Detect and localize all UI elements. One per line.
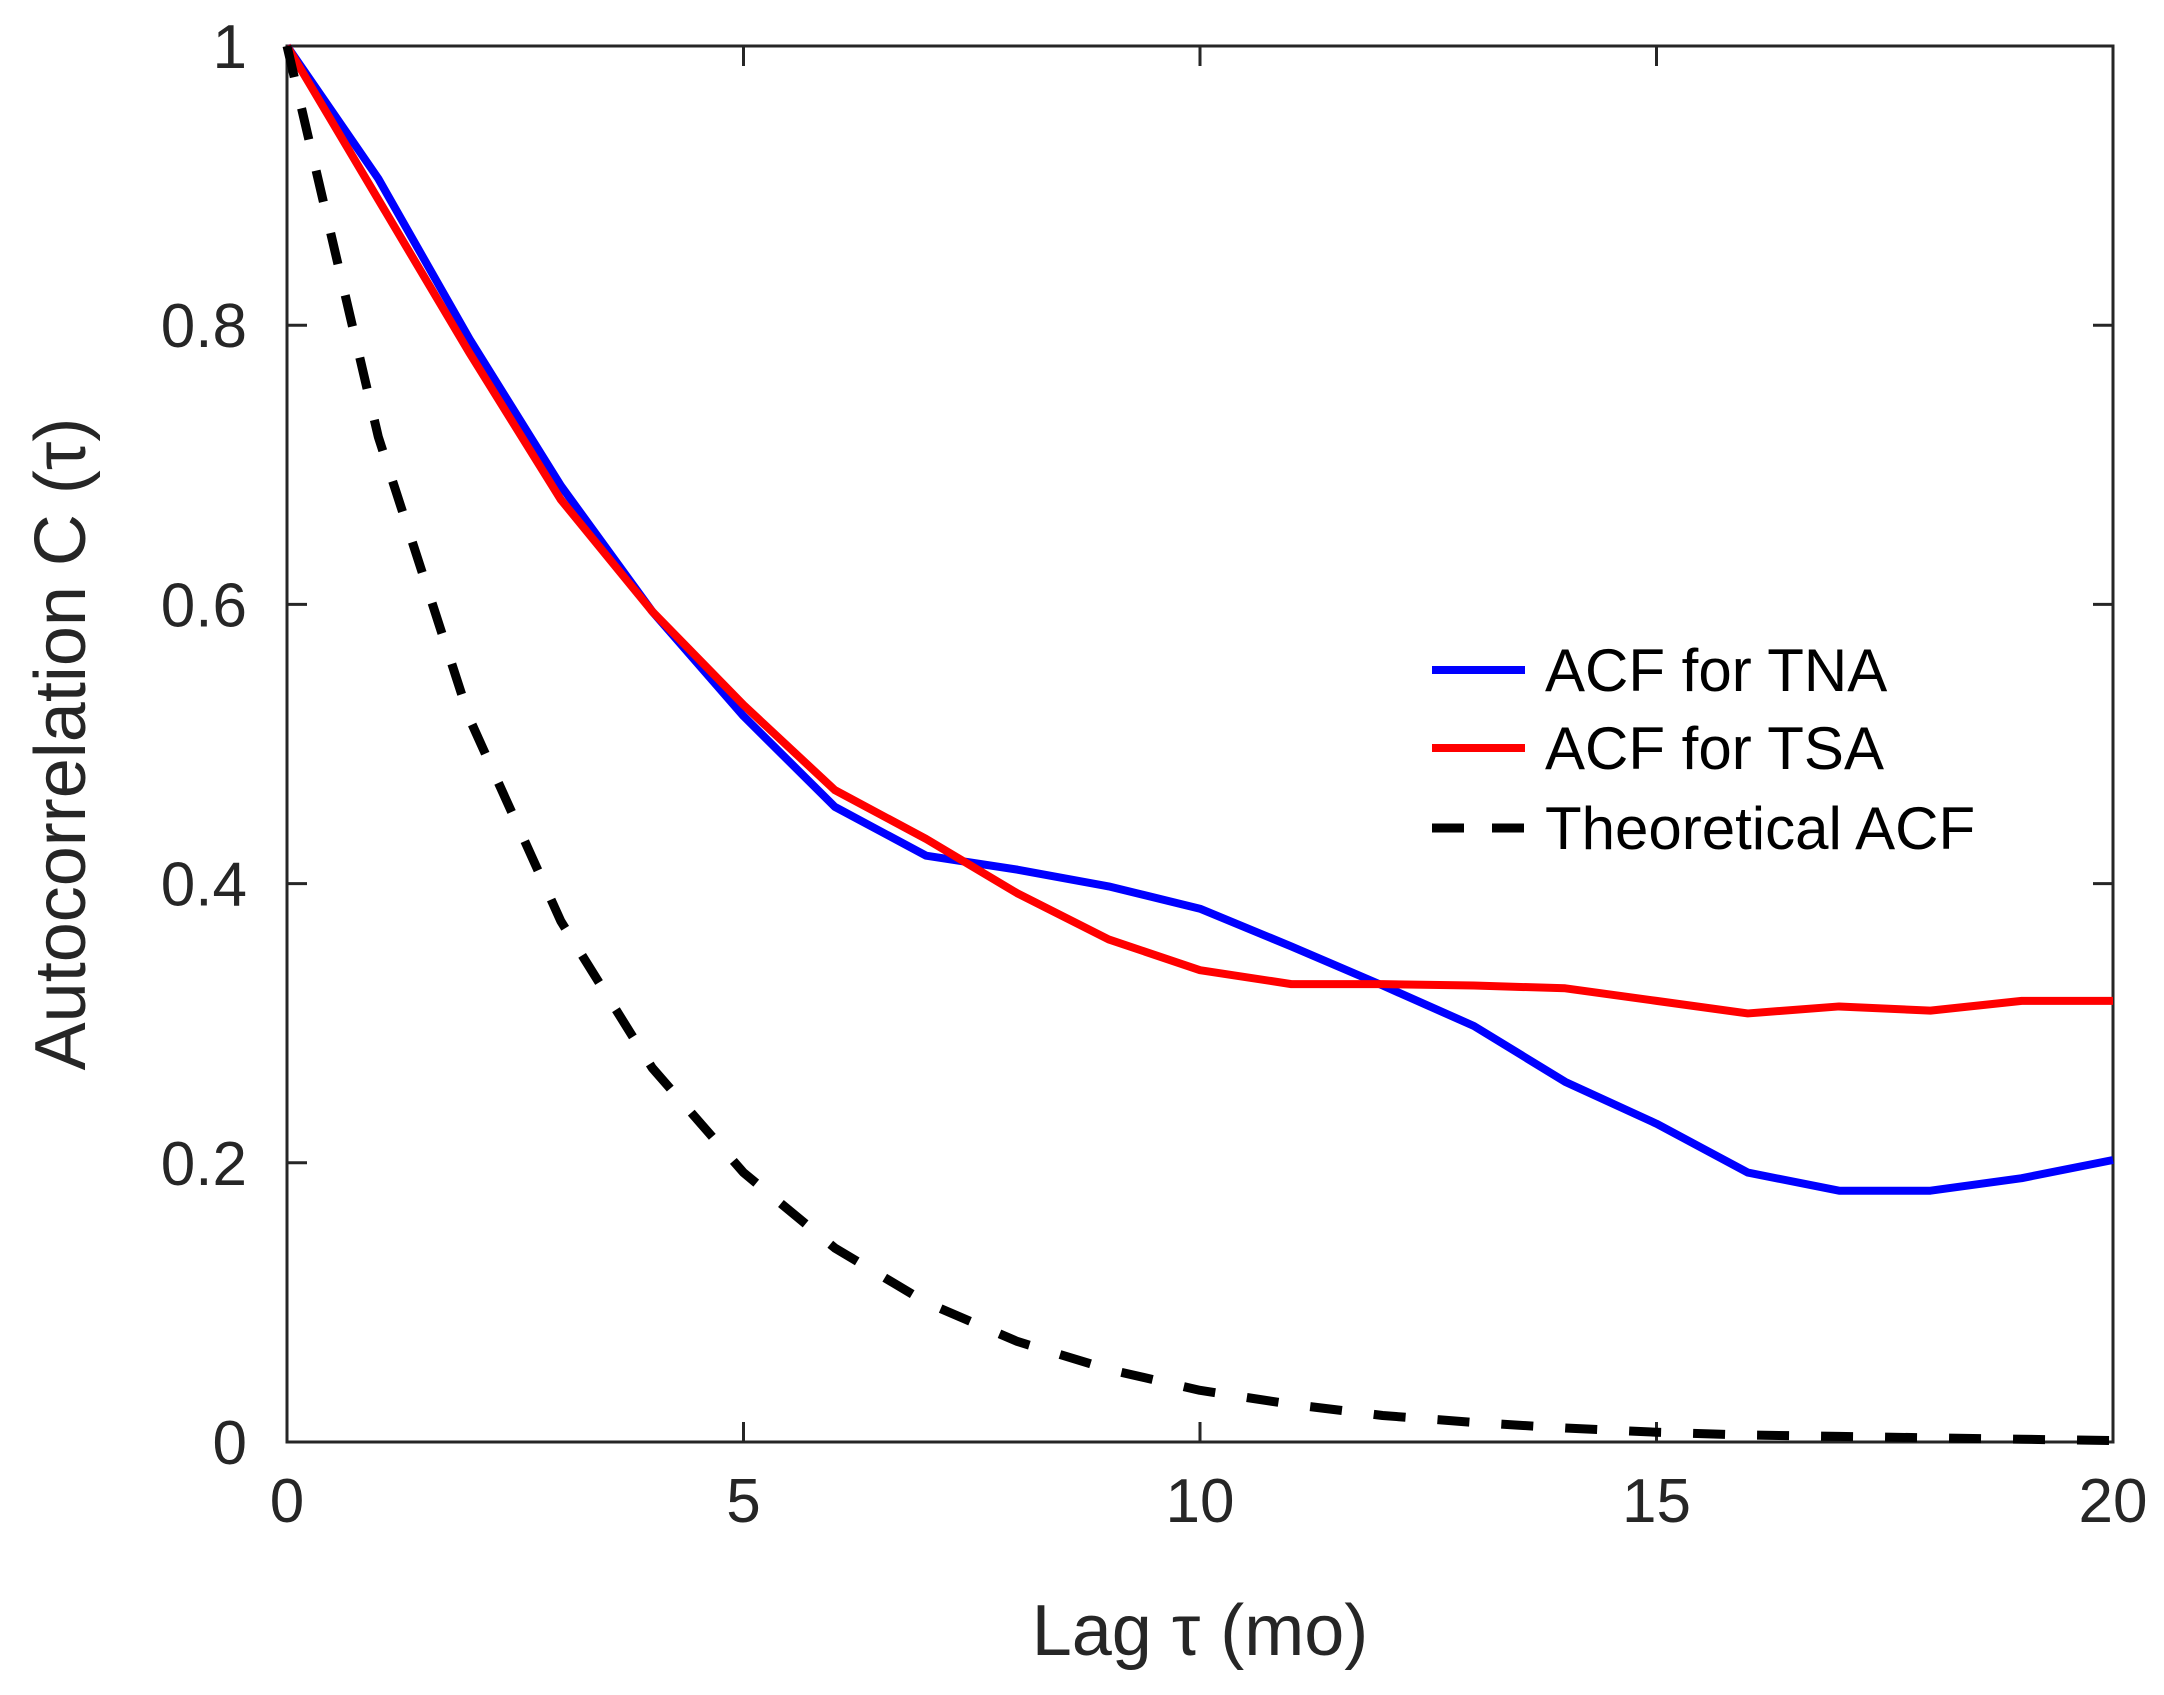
x-tick-label: 0 bbox=[270, 1467, 304, 1536]
legend-item-tna: ACF for TNA bbox=[1432, 637, 1887, 704]
y-tick-label: 0.2 bbox=[161, 1130, 247, 1199]
theoretical-acf-line bbox=[282, 44, 2114, 1446]
y-tick-label: 0.6 bbox=[161, 571, 247, 640]
y-tick-label: 0.4 bbox=[161, 851, 247, 920]
x-tick-label: 10 bbox=[1166, 1467, 1235, 1536]
y-axis-label: Autocorrelation C (τ) bbox=[21, 418, 101, 1071]
y-tick-labels: 0 0.2 0.4 0.6 0.8 1 bbox=[161, 13, 247, 1478]
y-tick-label: 0 bbox=[213, 1409, 247, 1478]
tna-acf-line bbox=[283, 43, 2114, 1195]
x-tick-label: 20 bbox=[2079, 1467, 2148, 1536]
tsa-acf-line bbox=[283, 43, 2113, 1018]
x-tick-label: 5 bbox=[726, 1467, 760, 1536]
y-tick-label: 1 bbox=[213, 13, 247, 82]
legend-item-tsa: ACF for TSA bbox=[1432, 715, 1884, 782]
x-axis-label: Lag τ (mo) bbox=[1032, 1591, 1369, 1671]
legend: ACF for TNA ACF for TSA Theoretical ACF bbox=[1432, 637, 1975, 862]
legend-label: ACF for TSA bbox=[1545, 715, 1884, 782]
x-tick-labels: 0 5 10 15 20 bbox=[270, 1467, 2148, 1536]
series-lines bbox=[282, 43, 2114, 1446]
axis-ticks bbox=[285, 44, 2115, 1444]
x-tick-label: 15 bbox=[1622, 1467, 1691, 1536]
legend-item-theoretical: Theoretical ACF bbox=[1432, 795, 1975, 862]
legend-label: Theoretical ACF bbox=[1545, 795, 1975, 862]
y-tick-label: 0.8 bbox=[161, 292, 247, 361]
legend-label: ACF for TNA bbox=[1545, 637, 1887, 704]
